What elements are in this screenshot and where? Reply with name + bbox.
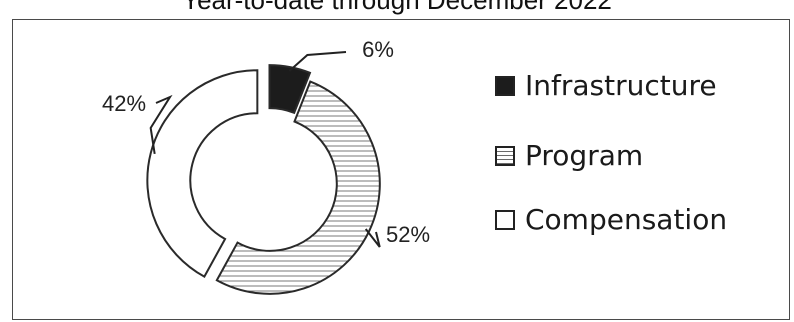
leader-line-infrastructure [288, 51, 347, 72]
legend-swatch-infrastructure [495, 76, 515, 96]
legend-item-infrastructure: Infrastructure [495, 68, 717, 104]
donut-slice-infrastructure [268, 64, 312, 115]
slice-value-labels: 6% 52% 42% [102, 37, 430, 247]
label-leader-lines [149, 51, 381, 248]
donut-slice-compensation [146, 69, 259, 279]
legend-label-compensation: Compensation [525, 203, 728, 236]
slice-label-compensation: 42% [102, 91, 146, 116]
legend-swatch-program [495, 146, 515, 166]
legend-swatch-compensation [495, 210, 515, 230]
donut-slices [146, 64, 381, 295]
chart-frame [12, 19, 790, 320]
donut-slice-program [215, 80, 381, 295]
slice-label-program: 52% [386, 222, 430, 247]
slice-label-infrastructure: 6% [362, 37, 394, 62]
legend-item-compensation: Compensation [495, 202, 727, 238]
legend-item-program: Program [495, 138, 643, 174]
leader-line-program [364, 228, 381, 248]
legend-label-program: Program [525, 139, 644, 172]
legend-label-infrastructure: Infrastructure [525, 69, 717, 102]
leader-line-compensation [149, 94, 173, 155]
chart-title: Year-to-date through December 2022 [182, 0, 612, 15]
